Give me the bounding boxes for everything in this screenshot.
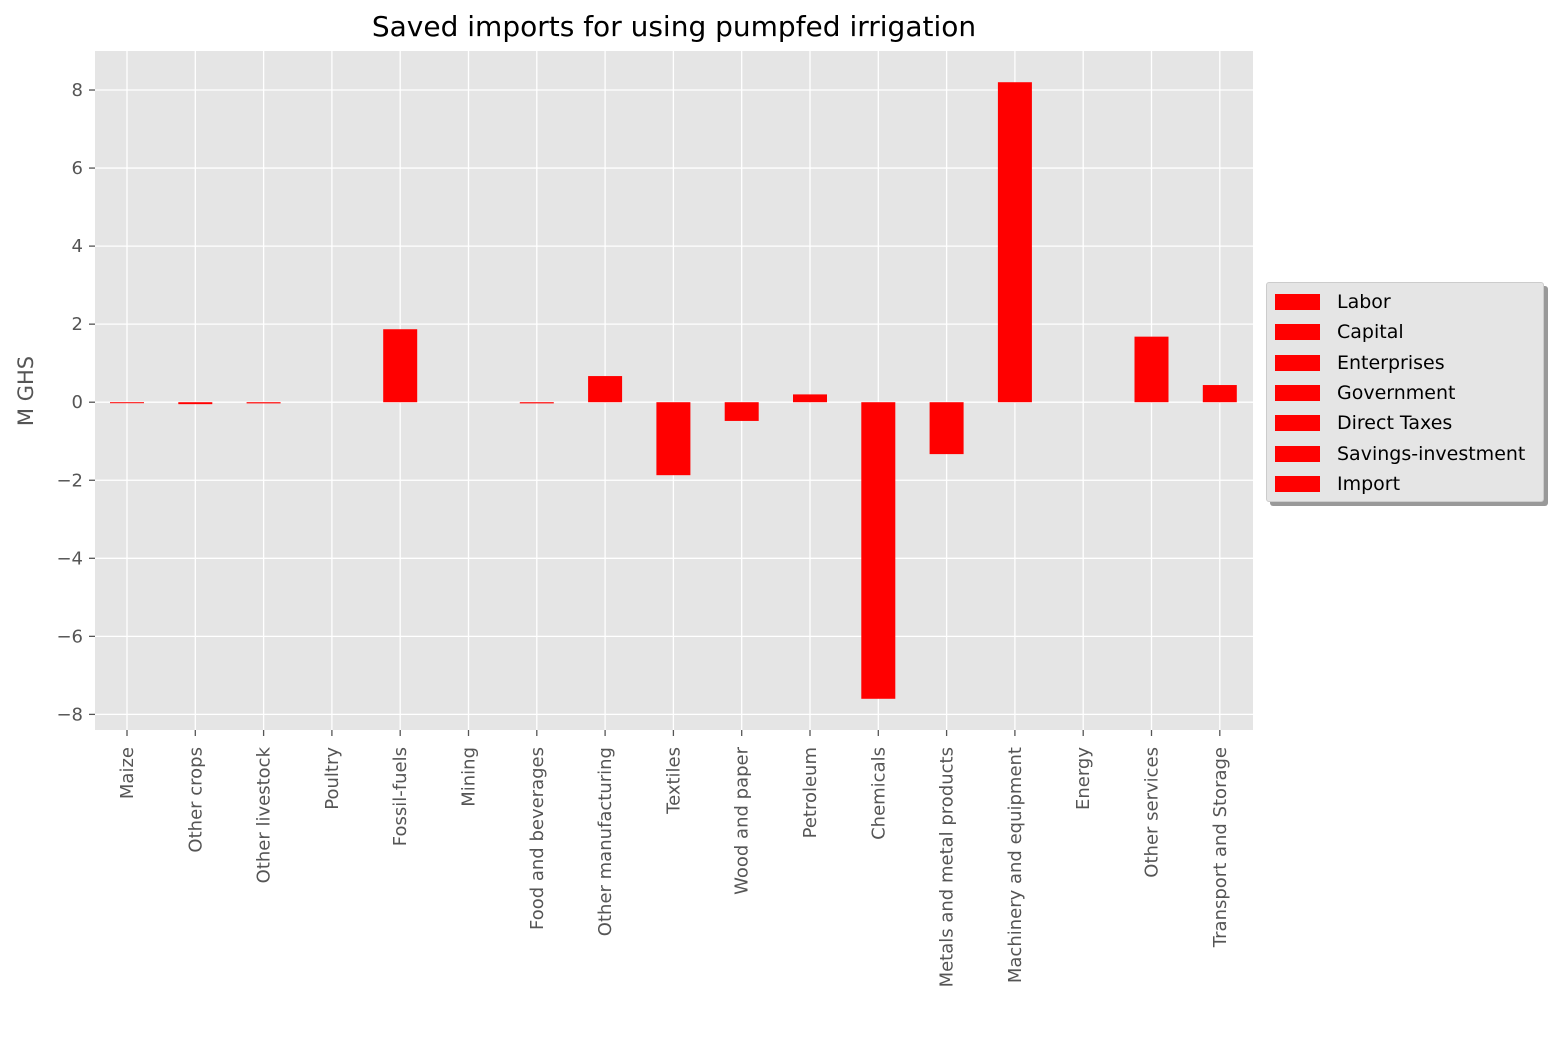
x-tick-label: Textiles xyxy=(663,747,684,815)
legend-label: Import xyxy=(1337,472,1401,495)
legend-item: Government xyxy=(1275,378,1543,408)
legend-label: Labor xyxy=(1337,291,1391,314)
y-tick-label: 4 xyxy=(72,236,83,257)
x-tick-label: Wood and paper xyxy=(732,746,753,894)
x-tick-label: Metals and metal products xyxy=(937,747,958,987)
bar-other-manufacturing xyxy=(588,376,623,403)
bar-transport-and-storage xyxy=(1202,385,1237,403)
y-tick-label: −6 xyxy=(56,626,83,647)
x-tick-label: Chemicals xyxy=(868,747,889,840)
x-tick-label: Machinery and equipment xyxy=(1005,747,1026,983)
legend-label: Savings-investment xyxy=(1337,442,1526,465)
x-tick-label: Poultry xyxy=(322,747,343,810)
y-axis-ticks: −8 −6 −4 −2 0 2 4 6 8 xyxy=(56,80,95,725)
bar-textiles xyxy=(656,402,691,476)
x-tick-label: Transport and Storage xyxy=(1210,747,1231,948)
bar-other-services xyxy=(1134,336,1169,403)
x-tick-label: Maize xyxy=(117,747,138,799)
bar-food-and-beverages xyxy=(519,402,554,404)
legend-item: Enterprises xyxy=(1275,348,1543,378)
legend-label: Enterprises xyxy=(1337,351,1445,374)
y-tick-label: −4 xyxy=(56,548,83,569)
legend: Labor Capital Enterprises Government Direct … xyxy=(1266,282,1544,502)
legend-label: Direct Taxes xyxy=(1337,412,1453,435)
legend-label: Capital xyxy=(1337,321,1404,344)
grid-lines xyxy=(95,51,1253,730)
bar-other-livestock xyxy=(246,402,281,404)
x-tick-label: Other crops xyxy=(185,747,206,853)
x-tick-label: Fossil-fuels xyxy=(390,747,411,846)
bar-maize xyxy=(110,402,144,404)
legend-item: Direct Taxes xyxy=(1275,408,1543,438)
bar-metals-and-metal-products xyxy=(929,402,964,455)
x-axis-ticks: Maize Other crops Other livestock Poultry Fo… xyxy=(117,730,1231,987)
legend-swatch xyxy=(1275,445,1320,462)
bar-wood-and-paper xyxy=(724,402,759,421)
x-tick-label: Petroleum xyxy=(800,747,821,838)
bars xyxy=(110,82,1237,699)
legend-label: Government xyxy=(1337,382,1456,405)
legend-item: Savings-investment xyxy=(1275,438,1543,468)
legend-swatch xyxy=(1275,475,1320,492)
bar-other-crops xyxy=(178,402,213,405)
legend-swatch xyxy=(1275,294,1320,311)
legend-swatch xyxy=(1275,354,1320,371)
x-tick-label: Mining xyxy=(459,747,480,807)
y-tick-label: 0 xyxy=(72,392,83,413)
y-tick-label: 2 xyxy=(72,314,83,335)
legend-swatch xyxy=(1275,324,1320,341)
y-axis-label: M GHS xyxy=(14,356,38,426)
legend-item: Labor xyxy=(1275,287,1543,317)
bar-fossil-fuels xyxy=(383,329,418,403)
y-tick-label: 8 xyxy=(72,80,83,101)
x-tick-label: Energy xyxy=(1073,747,1094,810)
y-tick-label: −8 xyxy=(56,704,83,725)
bar-chemicals xyxy=(861,402,896,699)
legend-item: Capital xyxy=(1275,317,1543,347)
x-tick-label: Other manufacturing xyxy=(595,747,616,936)
x-tick-label: Food and beverages xyxy=(527,747,548,930)
chart-title: Saved imports for using pumpfed irrigati… xyxy=(371,10,977,43)
x-tick-label: Other services xyxy=(1142,747,1163,878)
bar-machinery-and-equipment xyxy=(997,82,1032,403)
x-tick-label: Other livestock xyxy=(254,746,275,883)
y-tick-label: −2 xyxy=(56,470,83,491)
legend-swatch xyxy=(1275,415,1320,432)
bar-petroleum xyxy=(793,394,827,403)
legend-item: Import xyxy=(1275,469,1543,499)
y-tick-label: 6 xyxy=(72,158,83,179)
legend-swatch xyxy=(1275,385,1320,402)
